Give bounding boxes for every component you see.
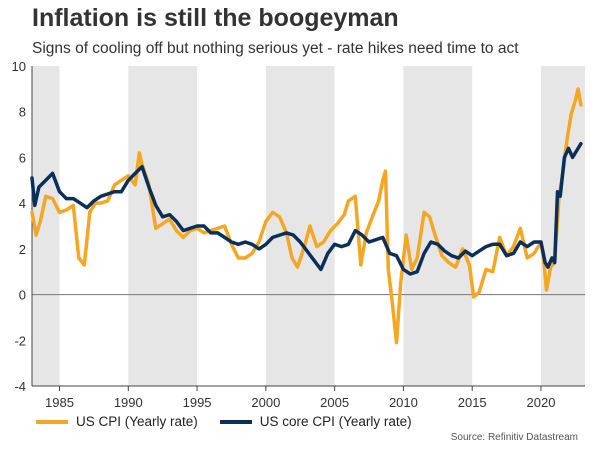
legend-swatch-cpi xyxy=(36,419,68,424)
shaded-period-1 xyxy=(128,66,198,386)
x-tick-label: 2010 xyxy=(389,395,418,410)
chart-title: Inflation is still the boogeyman xyxy=(32,4,399,32)
x-tick-label: 2020 xyxy=(527,395,556,410)
y-tick-label: 10 xyxy=(12,59,26,74)
x-tick-label: 2000 xyxy=(251,395,280,410)
legend-label-cpi: US CPI (Yearly rate) xyxy=(76,414,198,429)
x-tick-label: 2005 xyxy=(320,395,349,410)
y-tick-label: 8 xyxy=(19,105,26,120)
x-tick-label: 1985 xyxy=(45,395,74,410)
y-tick-label: 0 xyxy=(19,288,26,303)
source-note: Source: Refinitiv Datastream xyxy=(450,432,578,443)
shaded-period-3 xyxy=(403,66,473,386)
series-line-0 xyxy=(30,87,583,345)
series-line-1 xyxy=(30,141,583,276)
x-tick-label: 1990 xyxy=(114,395,143,410)
y-tick-label: -2 xyxy=(14,333,26,348)
shaded-period-4 xyxy=(540,66,585,386)
legend-label-core-cpi: US core CPI (Yearly rate) xyxy=(259,414,412,429)
legend-swatch-core-cpi xyxy=(219,419,252,424)
x-tick-label: 1995 xyxy=(183,395,212,410)
x-tick-label: 2015 xyxy=(458,395,487,410)
legend-item-cpi: US CPI (Yearly rate) xyxy=(36,414,198,429)
legend-item-core-cpi: US core CPI (Yearly rate) xyxy=(219,414,412,429)
y-tick-label: 4 xyxy=(19,196,26,211)
chart-subtitle: Signs of cooling off but nothing serious… xyxy=(32,40,519,57)
chart-legend: US CPI (Yearly rate) US core CPI (Yearly… xyxy=(36,414,412,429)
y-tick-label: 2 xyxy=(19,242,26,257)
y-tick-label: 6 xyxy=(19,150,26,165)
shaded-period-2 xyxy=(265,66,335,386)
y-tick-label: -4 xyxy=(14,379,26,394)
shaded-period-0 xyxy=(32,66,60,386)
